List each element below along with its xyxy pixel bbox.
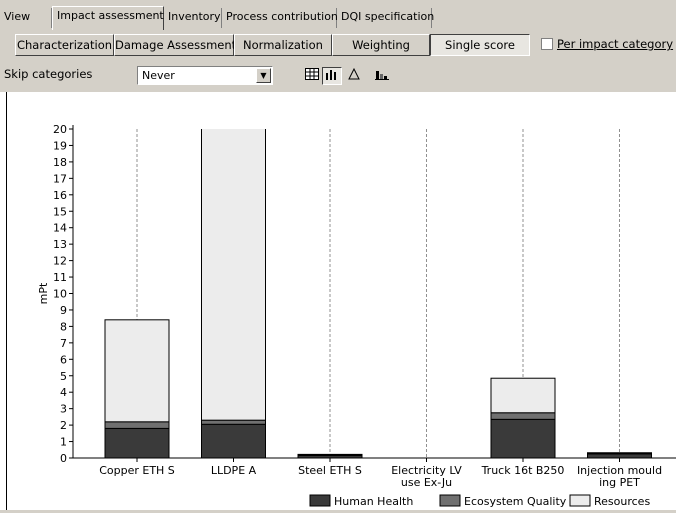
bar-segment — [490, 418, 556, 458]
y-tick-label: 14 — [53, 222, 67, 235]
y-tick-label: 19 — [53, 139, 67, 152]
bar-segment — [587, 453, 652, 458]
y-tick-label: 8 — [60, 320, 67, 333]
tab-dqi-specification[interactable]: DQI specification — [337, 8, 434, 28]
chart-area: 0 1 2 3 4 5 6 7 8 9 10 11 12 13 14 15 16 17 18 19 20 mPt Coppe… — [0, 92, 676, 510]
skip-categories-label: Skip categories — [4, 67, 93, 81]
y-tick-label: 12 — [53, 255, 67, 268]
legend-label: Ecosystem Quality — [464, 495, 567, 508]
x-tick-label: Steel ETH S — [298, 464, 362, 477]
y-tick-label: 6 — [60, 353, 67, 366]
y-tick-label: 18 — [53, 156, 67, 169]
bar-segment — [297, 453, 363, 456]
y-tick-label: 1 — [60, 436, 67, 449]
options-row: Skip categories Never ▼ — [0, 63, 676, 89]
bar-segment — [587, 452, 652, 454]
tab-view[interactable]: View — [0, 8, 52, 28]
damage-assessment-button[interactable]: Damage Assessment — [114, 34, 236, 56]
chevron-down-icon[interactable]: ▼ — [256, 68, 271, 83]
legend-label: Resources — [594, 495, 650, 508]
y-tick-label: 0 — [60, 452, 67, 465]
skip-categories-value: Never — [142, 69, 175, 82]
bar-chart-icon[interactable] — [322, 67, 342, 85]
y-axis-label: mPt — [37, 282, 50, 304]
y-tick-label: 10 — [53, 288, 67, 301]
y-tick-label: 3 — [60, 403, 67, 416]
x-tick-label: Electricity LV — [391, 464, 462, 477]
stacked-chart-icon[interactable] — [372, 67, 392, 85]
per-impact-category-label[interactable]: Per impact category — [557, 37, 674, 51]
tab-bar: View Impact assessment Inventory Process… — [0, 0, 676, 30]
legend-swatch — [569, 494, 591, 507]
x-tick-label: Injection mould — [577, 464, 662, 477]
bar-segment — [201, 423, 266, 458]
bar-segment — [104, 319, 170, 423]
y-tick-label: 5 — [60, 370, 67, 383]
analysis-toolbar: Characterization Damage Assessment Norma… — [0, 34, 676, 56]
bar-segment — [490, 412, 556, 420]
x-tick-label: Copper ETH S — [99, 464, 175, 477]
legend-swatch — [309, 494, 331, 507]
y-tick-label: 13 — [53, 238, 67, 251]
panel-border — [6, 92, 7, 510]
tab-process-contribution[interactable]: Process contribution — [222, 8, 338, 28]
pie-chart-icon[interactable] — [344, 67, 364, 85]
bar-segment — [104, 421, 170, 429]
single-score-button[interactable]: Single score — [430, 34, 530, 56]
x-tick-label: LLDPE A — [211, 464, 257, 477]
x-tick-label: ing PET — [599, 476, 640, 489]
bar-segment — [201, 419, 266, 425]
y-tick-label: 7 — [60, 337, 67, 350]
legend-label: Human Health — [334, 495, 413, 508]
y-tick-label: 11 — [53, 271, 67, 284]
legend-swatch — [439, 494, 461, 507]
stacked-bar-chart: 01234567891011121314151617181920mPtCoppe… — [37, 123, 676, 508]
y-tick-label: 9 — [60, 304, 67, 317]
per-impact-category-checkbox[interactable] — [541, 38, 553, 50]
y-tick-label: 16 — [53, 189, 67, 202]
bar-segment — [490, 377, 556, 414]
tab-impact-assessment[interactable]: Impact assessment — [52, 6, 164, 30]
normalization-button[interactable]: Normalization — [234, 34, 332, 56]
bar-segment — [201, 129, 266, 421]
characterization-button[interactable]: Characterization — [15, 34, 114, 56]
tab-inventory[interactable]: Inventory — [164, 8, 222, 28]
weighting-button[interactable]: Weighting — [332, 34, 430, 56]
y-tick-label: 2 — [60, 419, 67, 432]
x-tick-label: use Ex-Ju — [401, 476, 452, 489]
x-tick-label: Truck 16t B250 — [481, 464, 565, 477]
y-tick-label: 20 — [53, 123, 67, 136]
bar-segment — [104, 427, 170, 458]
table-icon[interactable] — [302, 67, 322, 85]
skip-categories-dropdown[interactable]: Never ▼ — [137, 66, 273, 85]
y-tick-label: 4 — [60, 386, 67, 399]
y-tick-label: 17 — [53, 172, 67, 185]
y-tick-label: 15 — [53, 205, 67, 218]
